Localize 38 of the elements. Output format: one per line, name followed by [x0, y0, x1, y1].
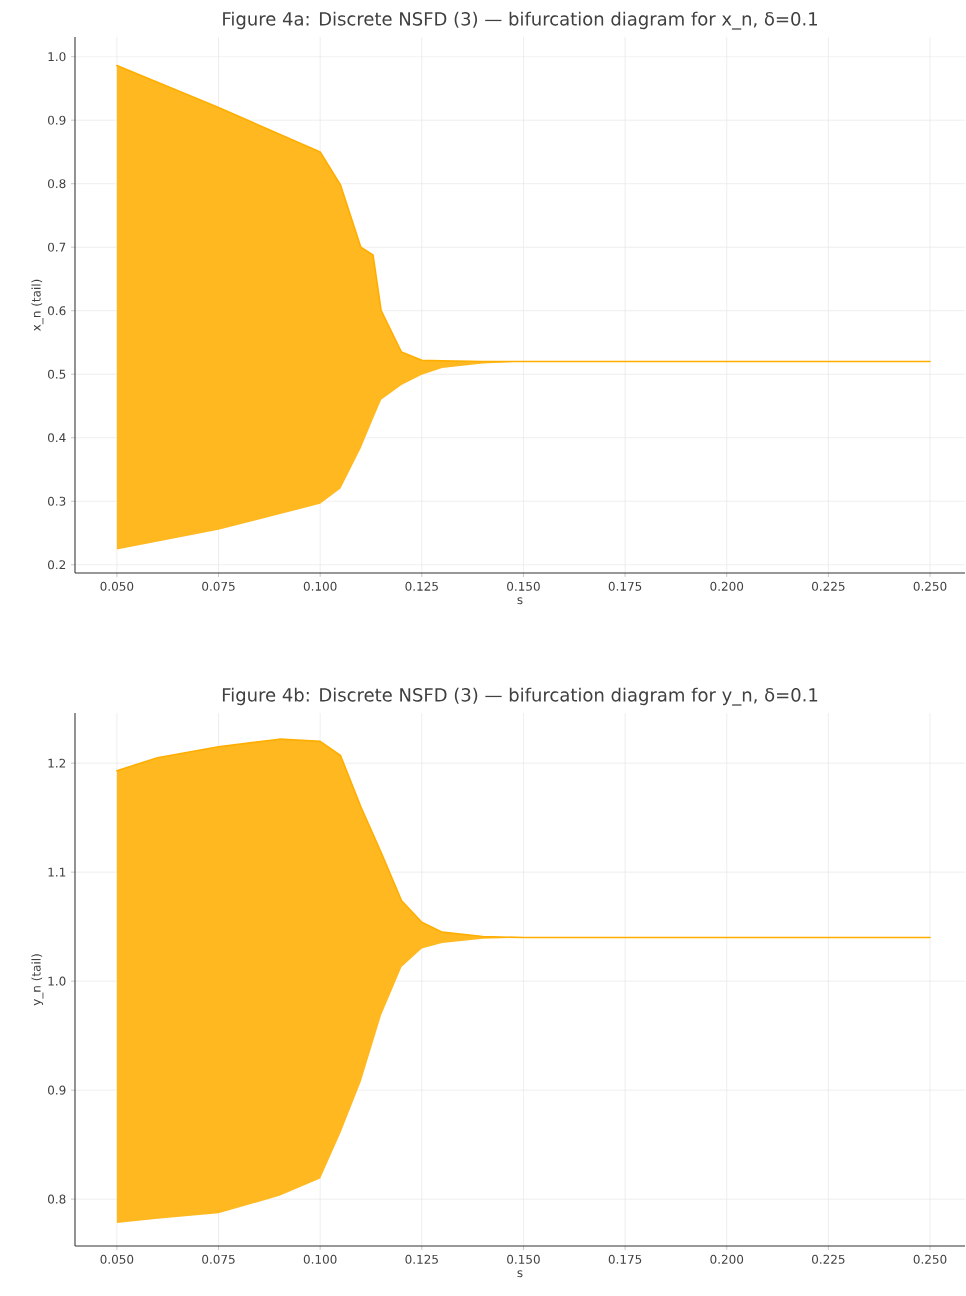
x-tick-label: 0.150 [507, 1254, 541, 1264]
x-tick-label: 0.175 [608, 1254, 642, 1264]
chart-title: Figure 4b: Discrete NSFD (3) — bifurcation diagram for y_n, δ=0.1 [223, 687, 818, 706]
x-tick-label: 0.050 [100, 581, 134, 591]
x-tick-label: 0.200 [710, 581, 744, 591]
x-tick-label: 0.250 [913, 1254, 947, 1264]
x-tick-label: 0.175 [608, 581, 642, 591]
y-tick-label: 0.9 [48, 1085, 66, 1095]
y-tick-label: 0.3 [48, 496, 66, 506]
chart-title: Figure 4a: Discrete NSFD (3) — bifurcation diagram for x_n, δ=0.1 [223, 11, 818, 30]
x-tick-label: 0.225 [812, 581, 845, 591]
x-tick-label: 0.075 [202, 1254, 235, 1264]
x-tick-label: 0.100 [304, 1254, 337, 1264]
x-tick-label: 0.125 [405, 581, 439, 591]
y-axis-title: y_n (tail) [31, 954, 44, 1006]
x-axis-title: s [517, 597, 523, 605]
x-tick-label: 0.200 [710, 1254, 744, 1264]
y-tick-label: 1.2 [48, 758, 66, 768]
y-tick-label: 0.8 [48, 179, 66, 189]
x-tick-label: 0.225 [812, 1254, 845, 1264]
y-tick-label: 1.0 [48, 976, 66, 986]
y-tick-label: 0.8 [48, 1194, 66, 1204]
y-tick-label: 1.1 [48, 867, 66, 877]
x-tick-label: 0.100 [304, 581, 337, 591]
y-tick-label: 0.4 [48, 433, 66, 443]
x-tick-label: 0.125 [405, 1254, 439, 1264]
y-tick-label: 0.9 [48, 115, 66, 125]
y-tick-label: 0.2 [48, 560, 66, 570]
y-tick-label: 0.7 [48, 242, 66, 252]
x-tick-label: 0.075 [202, 581, 235, 591]
y-tick-label: 0.5 [48, 369, 66, 379]
x-tick-label: 0.150 [507, 581, 541, 591]
x-tick-label: 0.050 [100, 1254, 134, 1264]
y-axis-title: x_n (tail) [31, 279, 44, 331]
y-tick-label: 1.0 [48, 52, 66, 62]
y-tick-label: 0.6 [48, 306, 66, 316]
x-axis-title: s [517, 1270, 523, 1278]
x-tick-label: 0.250 [913, 581, 947, 591]
